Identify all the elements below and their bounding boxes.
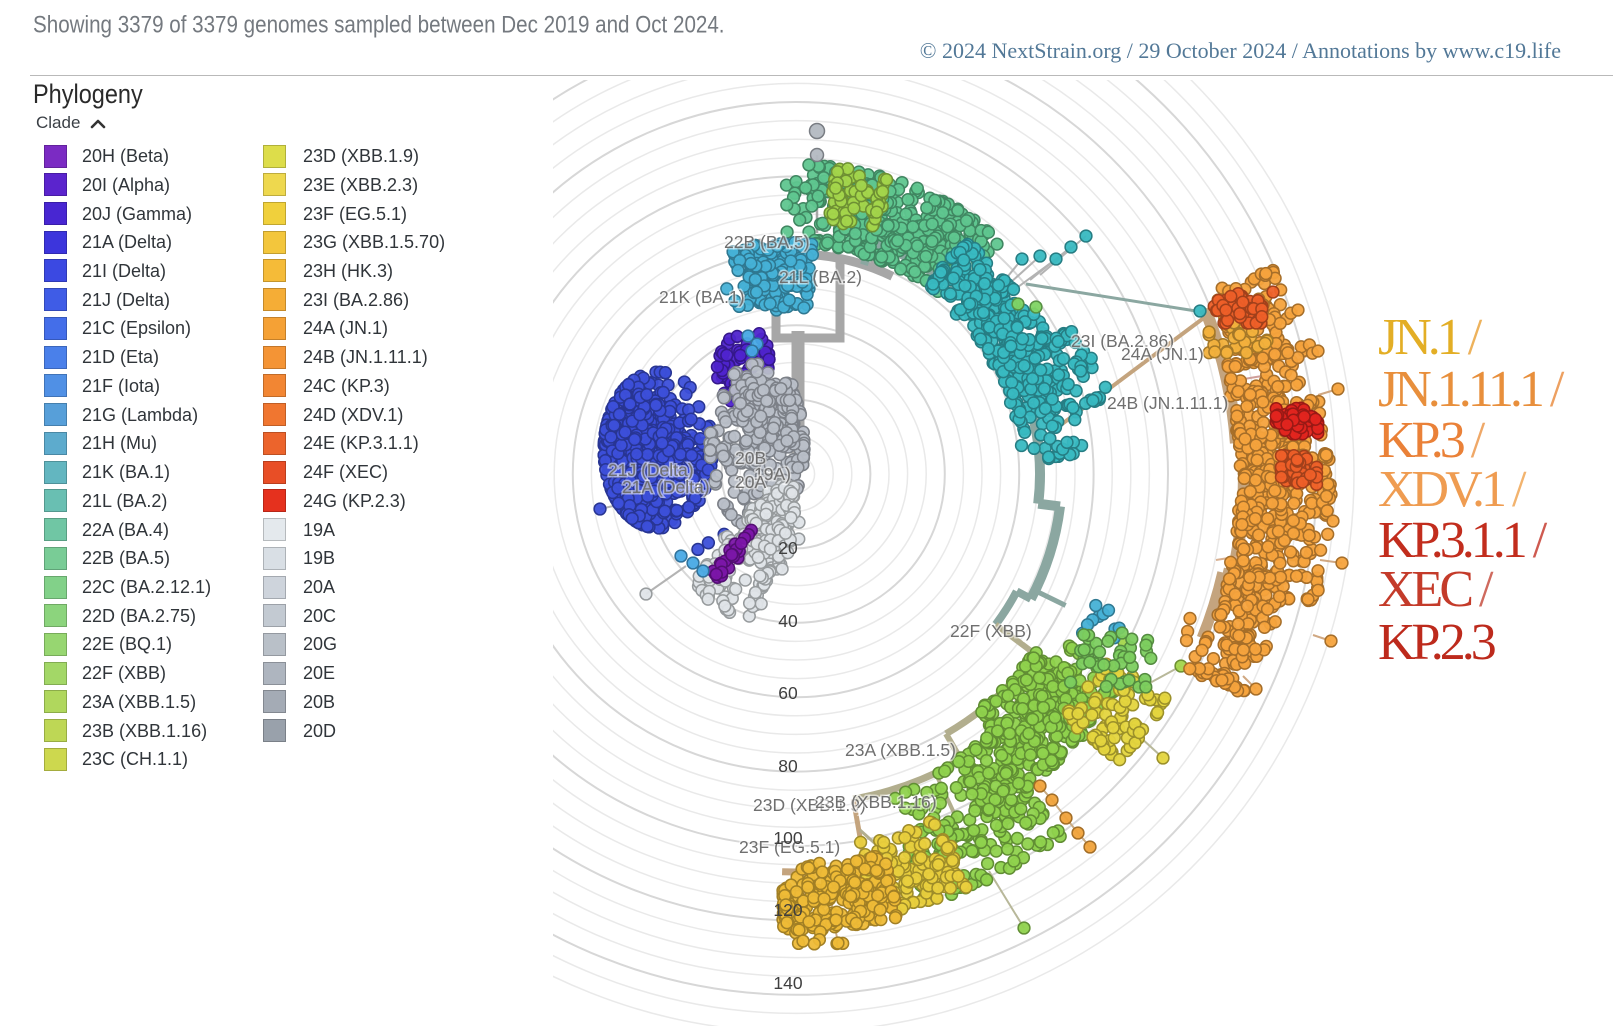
svg-text:80: 80 — [778, 756, 798, 776]
svg-text:23A (XBB.1.5): 23A (XBB.1.5) — [845, 740, 956, 760]
svg-text:20: 20 — [778, 538, 798, 558]
svg-text:21A (Delta): 21A (Delta) — [622, 477, 710, 497]
svg-text:140: 140 — [773, 973, 802, 993]
svg-text:24B (JN.1.11.1): 24B (JN.1.11.1) — [1107, 393, 1228, 413]
svg-text:20A: 20A — [735, 472, 766, 492]
svg-text:100: 100 — [773, 828, 802, 848]
svg-text:120: 120 — [773, 900, 802, 920]
svg-text:23B (XBB.1.16): 23B (XBB.1.16) — [815, 792, 937, 812]
svg-text:24A (JN.1): 24A (JN.1) — [1121, 344, 1204, 364]
svg-text:21K (BA.1): 21K (BA.1) — [659, 287, 745, 307]
svg-text:22B (BA.5): 22B (BA.5) — [724, 232, 810, 252]
svg-text:22F (XBB): 22F (XBB) — [950, 621, 1032, 641]
svg-text:40: 40 — [778, 611, 798, 631]
svg-text:60: 60 — [778, 683, 798, 703]
svg-text:21L (BA.2): 21L (BA.2) — [779, 267, 862, 287]
